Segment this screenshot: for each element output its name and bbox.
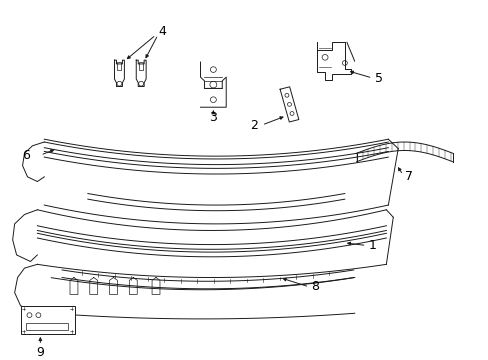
Text: 6: 6 — [22, 149, 30, 162]
Polygon shape — [37, 210, 386, 278]
Polygon shape — [280, 87, 298, 122]
Polygon shape — [200, 62, 226, 107]
Polygon shape — [15, 264, 50, 311]
Polygon shape — [13, 210, 37, 261]
Text: 2: 2 — [249, 118, 257, 132]
Polygon shape — [136, 60, 146, 86]
Polygon shape — [44, 139, 387, 224]
Bar — [25, 323, 68, 330]
Bar — [20, 306, 75, 334]
Text: 3: 3 — [209, 111, 217, 124]
Text: 8: 8 — [310, 280, 319, 293]
Text: 7: 7 — [405, 170, 412, 183]
Text: 1: 1 — [368, 239, 376, 252]
Polygon shape — [22, 142, 44, 181]
Bar — [139, 62, 143, 69]
Text: 9: 9 — [36, 346, 44, 359]
Polygon shape — [50, 278, 354, 319]
Text: 5: 5 — [374, 72, 382, 85]
Text: 4: 4 — [158, 24, 165, 37]
Polygon shape — [114, 60, 124, 86]
Polygon shape — [317, 42, 350, 80]
Bar — [117, 62, 121, 69]
